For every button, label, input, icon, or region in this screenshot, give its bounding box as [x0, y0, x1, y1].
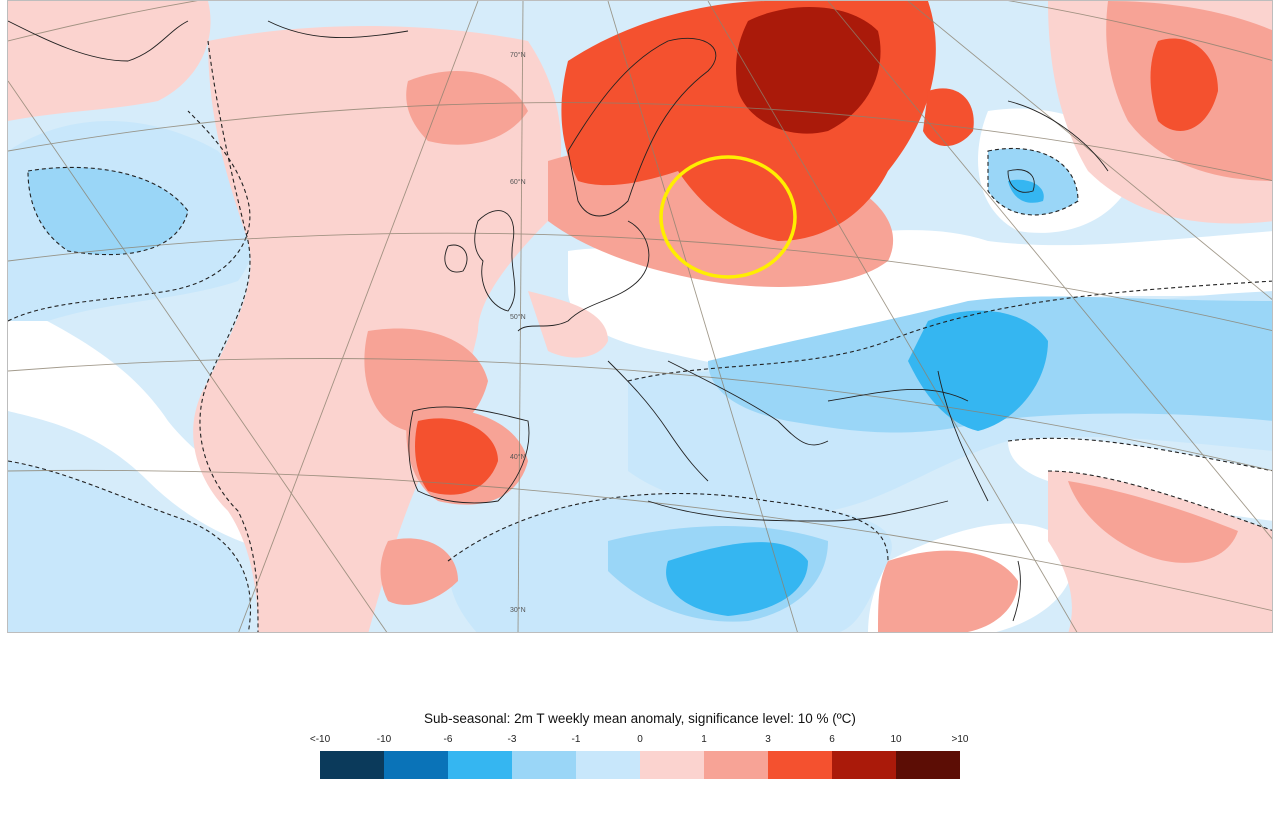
- legend-tick-label: 1: [701, 734, 707, 745]
- legend-color-bar: [320, 751, 960, 779]
- legend-tick-label: -6: [443, 734, 453, 745]
- coastlines: [8, 20, 1109, 622]
- legend-tick-label: -3: [507, 734, 517, 745]
- anomaly-map: 70°N 60°N 50°N 40°N 30°N: [7, 0, 1273, 633]
- lat-label-70: 70°N: [510, 51, 526, 59]
- legend-tick-label: 10: [890, 734, 902, 745]
- legend-swatch: [576, 751, 640, 779]
- latitude-labels: 70°N 60°N 50°N 40°N 30°N: [510, 51, 526, 614]
- legend-tick-label: >10: [951, 734, 969, 745]
- lat-label-50: 50°N: [510, 313, 526, 321]
- legend-swatch: [832, 751, 896, 779]
- legend-tick-label: -10: [376, 734, 392, 745]
- lat-label-30: 30°N: [510, 606, 526, 614]
- legend-tick-label: -1: [571, 734, 581, 745]
- cool-strong-regions: [666, 179, 1048, 616]
- lat-label-60: 60°N: [510, 178, 526, 186]
- warm-extreme-regions: [736, 7, 881, 134]
- legend-swatch: [896, 751, 960, 779]
- legend-tick-label: 0: [637, 734, 643, 745]
- legend-tick-label: 3: [765, 734, 771, 745]
- legend-title: Sub-seasonal: 2m T weekly mean anomaly, …: [424, 711, 856, 726]
- legend-swatch: [384, 751, 448, 779]
- legend-swatch: [768, 751, 832, 779]
- graticule: [8, 1, 1272, 632]
- legend-tick-label: 6: [829, 734, 835, 745]
- legend-tick-labels: <-10 -10 -6 -3 -1 0 1 3 6 10 >10: [310, 734, 969, 748]
- legend-swatch: [512, 751, 576, 779]
- map-canvas: 70°N 60°N 50°N 40°N 30°N: [8, 1, 1272, 632]
- lat-label-40: 40°N: [510, 453, 526, 461]
- legend-tick-label: <-10: [309, 734, 331, 745]
- legend-swatch: [704, 751, 768, 779]
- legend-swatch: [640, 751, 704, 779]
- highlight-circle: [659, 155, 797, 279]
- legend-swatch: [448, 751, 512, 779]
- legend-swatch: [320, 751, 384, 779]
